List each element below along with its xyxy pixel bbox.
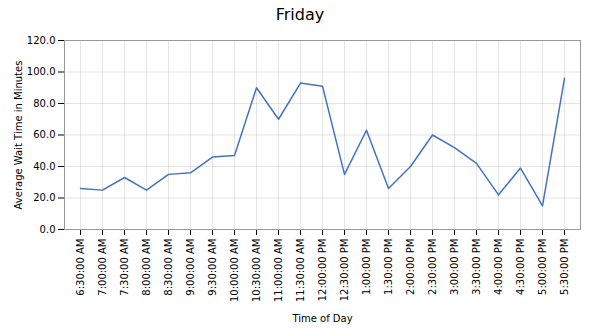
svg-text:5:30:00 PM: 5:30:00 PM xyxy=(559,239,570,295)
svg-text:80.0: 80.0 xyxy=(33,98,55,109)
svg-text:6:30:00 AM: 6:30:00 AM xyxy=(75,239,86,296)
svg-text:100.0: 100.0 xyxy=(27,66,56,77)
svg-text:8:00:00 AM: 8:00:00 AM xyxy=(141,239,152,296)
svg-text:2:00:00 PM: 2:00:00 PM xyxy=(405,239,416,295)
svg-text:11:00:00 AM: 11:00:00 AM xyxy=(273,239,284,303)
svg-text:8:30:00 AM: 8:30:00 AM xyxy=(163,239,174,296)
svg-text:Time of Day: Time of Day xyxy=(291,313,352,324)
svg-text:12:00:00 PM: 12:00:00 PM xyxy=(317,239,328,302)
svg-text:40.0: 40.0 xyxy=(33,161,55,172)
svg-text:4:00:00 PM: 4:00:00 PM xyxy=(493,239,504,295)
svg-text:9:30:00 AM: 9:30:00 AM xyxy=(207,239,218,296)
svg-text:7:30:00 AM: 7:30:00 AM xyxy=(119,239,130,296)
svg-text:11:30:00 AM: 11:30:00 AM xyxy=(295,239,306,303)
svg-text:9:00:00 AM: 9:00:00 AM xyxy=(185,239,196,296)
html-text:Friday: Friday xyxy=(275,5,325,24)
svg-text:3:00:00 PM: 3:00:00 PM xyxy=(449,239,460,295)
svg-text:12:30:00 PM: 12:30:00 PM xyxy=(339,239,350,302)
svg-text:10:00:00 AM: 10:00:00 AM xyxy=(229,239,240,303)
svg-text:4:30:00 PM: 4:30:00 PM xyxy=(515,239,526,295)
svg-text:7:00:00 AM: 7:00:00 AM xyxy=(97,239,108,296)
svg-text:3:30:00 PM: 3:30:00 PM xyxy=(471,239,482,295)
svg-text:Average Wait Time in Minutes: Average Wait Time in Minutes xyxy=(13,61,24,210)
svg-text:20.0: 20.0 xyxy=(33,192,55,203)
svg-text:0.0: 0.0 xyxy=(40,224,56,235)
svg-text:1:00:00 PM: 1:00:00 PM xyxy=(361,239,372,295)
svg-text:2:30:00 PM: 2:30:00 PM xyxy=(427,239,438,295)
svg-text:60.0: 60.0 xyxy=(33,129,55,140)
svg-text:5:00:00 PM: 5:00:00 PM xyxy=(537,239,548,295)
svg-text:120.0: 120.0 xyxy=(27,35,56,46)
svg-text:10:30:00 AM: 10:30:00 AM xyxy=(251,239,262,303)
svg-text:1:30:00 PM: 1:30:00 PM xyxy=(383,239,394,295)
